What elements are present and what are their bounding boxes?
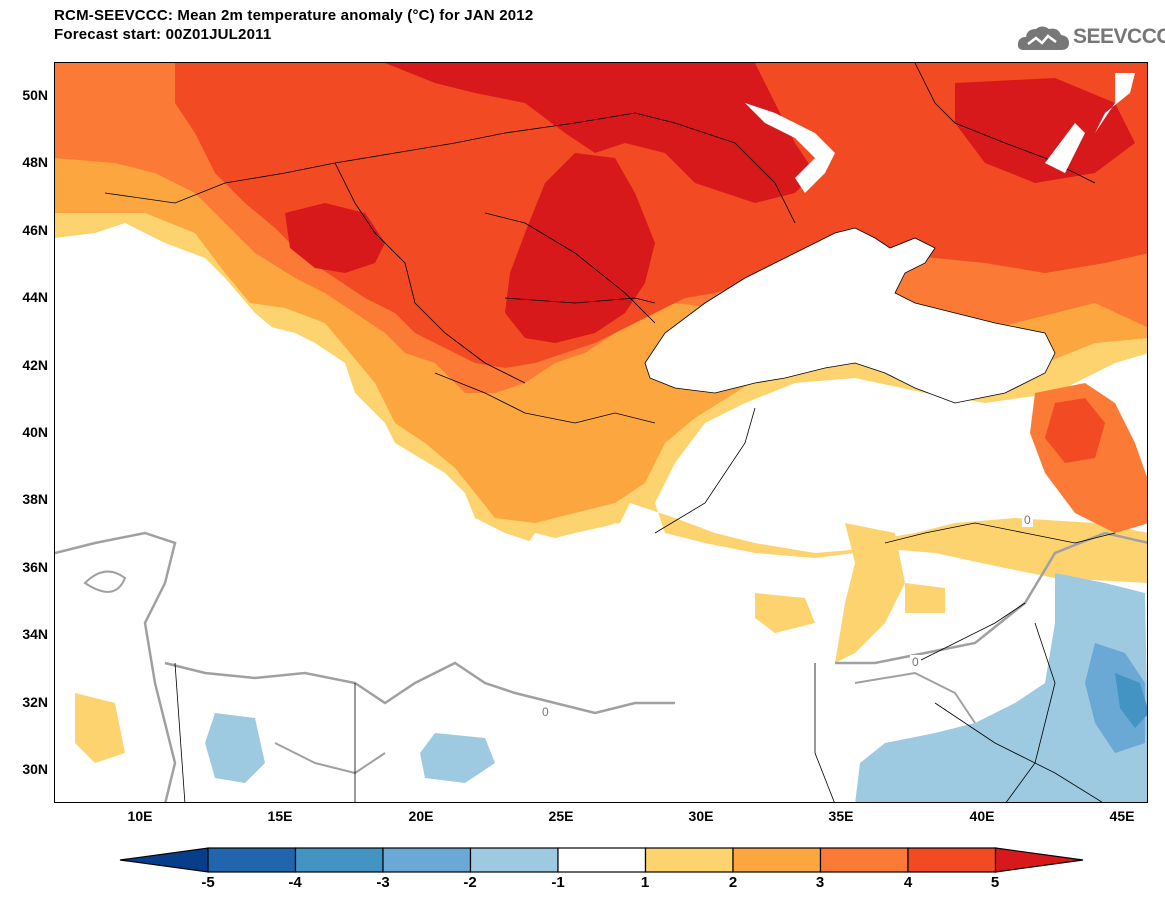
colorbar-label: -2: [463, 874, 477, 891]
lat-label: 46N: [22, 222, 48, 238]
lon-label: 25E: [548, 808, 574, 824]
colorbar-swatch: [819, 847, 909, 873]
colorbar-label: 3: [815, 874, 825, 891]
lon-label: 45E: [1109, 808, 1135, 824]
logo-text: SEEVCCC: [1073, 25, 1165, 48]
lat-label: 44N: [22, 289, 48, 305]
lat-label: 34N: [22, 626, 48, 642]
colorbar-label: 5: [990, 874, 1000, 891]
colorbar-swatch: [469, 847, 559, 873]
map-area: 0 0 0: [54, 62, 1148, 803]
lat-label: 32N: [22, 694, 48, 710]
colorbar-swatch: [644, 847, 734, 873]
lat-label: 40N: [22, 424, 48, 440]
cloud-icon: [1017, 26, 1069, 50]
lon-label: 40E: [969, 808, 995, 824]
map-title: RCM-SEEVCCC: Mean 2m temperature anomaly…: [54, 7, 534, 24]
lat-label: 30N: [22, 761, 48, 777]
colorbar-end-high: [994, 847, 1084, 873]
colorbar-label: 4: [903, 874, 913, 891]
contour-label: 0: [540, 705, 551, 719]
lat-label: 36N: [22, 559, 48, 575]
lon-label: 20E: [408, 808, 434, 824]
lon-label: 10E: [127, 808, 153, 824]
contour-label: 0: [910, 655, 921, 669]
colorbar-label: -4: [288, 874, 302, 891]
colorbar-label: -3: [376, 874, 390, 891]
colorbar-swatch: [207, 847, 297, 873]
map-title-block: RCM-SEEVCCC: Mean 2m temperature anomaly…: [54, 6, 533, 44]
lat-label: 48N: [22, 154, 48, 170]
forecast-start: Forecast start: 00Z01JUL2011: [54, 26, 272, 43]
colorbar-swatch: [294, 847, 384, 873]
colorbar-swatch: [732, 847, 822, 873]
anomaly-field: [55, 63, 1147, 802]
contour-label: 0: [1022, 513, 1033, 527]
colorbar-end-low: [119, 847, 209, 873]
colorbar-swatch: [907, 847, 997, 873]
colorbar-swatch: [557, 847, 647, 873]
lon-label: 15E: [267, 808, 293, 824]
colorbar-label: 2: [728, 874, 738, 891]
lat-label: 42N: [22, 357, 48, 373]
colorbar-label: -1: [551, 874, 565, 891]
lat-label: 50N: [22, 87, 48, 103]
lon-label: 35E: [828, 808, 854, 824]
lon-label: 30E: [688, 808, 714, 824]
lat-label: 38N: [22, 491, 48, 507]
colorbar: [119, 847, 1084, 873]
colorbar-swatch: [382, 847, 472, 873]
colorbar-label: -5: [201, 874, 215, 891]
colorbar-label: 1: [640, 874, 650, 891]
seevccc-logo: SEEVCCC: [1016, 22, 1165, 56]
